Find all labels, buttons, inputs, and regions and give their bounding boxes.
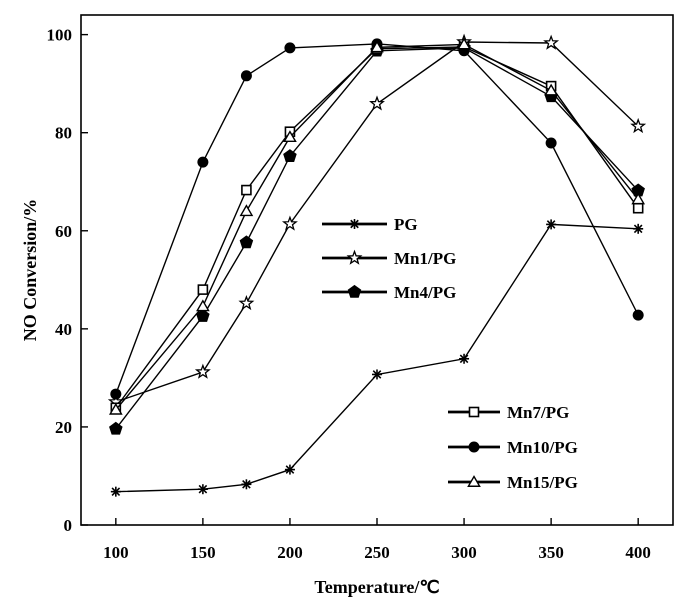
legend-marker-mn15-pg <box>467 475 481 487</box>
series-line-mn7-pg <box>115 46 639 409</box>
legend: PG Mn1/PG Mn4/PG Mn7/PG Mn10/PG Mn15/PG <box>322 215 578 492</box>
data-point-pg <box>197 484 208 495</box>
data-point-mn15-pg <box>239 204 254 217</box>
legend-label-mn10-pg: Mn10/PG <box>507 438 578 457</box>
legend-label-mn4-pg: Mn4/PG <box>394 283 456 302</box>
legend-item-mn7-pg: Mn7/PG <box>448 403 569 422</box>
x-tick-label: 100 <box>103 543 129 562</box>
x-tick-label: 400 <box>625 543 651 562</box>
data-point-mn4-pg <box>109 421 123 435</box>
y-tick-label: 80 <box>55 124 72 143</box>
data-point-mn1-pg <box>543 34 560 50</box>
data-point-pg <box>284 464 295 475</box>
data-point-pg <box>372 369 382 380</box>
data-point-mn10-pg <box>545 137 557 149</box>
x-tick-label: 200 <box>277 543 303 562</box>
data-point-mn1-pg <box>281 215 298 231</box>
legend-marker-pg <box>349 219 360 229</box>
data-point-mn10-pg <box>632 309 644 321</box>
data-point-mn15-pg <box>108 402 123 415</box>
data-point-pg <box>633 223 644 234</box>
legend-item-mn1-pg: Mn1/PG <box>322 249 456 268</box>
legend-item-mn10-pg: Mn10/PG <box>448 438 578 457</box>
data-point-pg <box>459 353 470 364</box>
data-point-mn1-pg <box>238 294 255 311</box>
data-point-mn15-pg <box>283 130 297 143</box>
legend-marker-mn1-pg <box>346 249 363 265</box>
data-point-mn15-pg <box>457 37 471 50</box>
legend-item-mn4-pg: Mn4/PG <box>322 283 456 302</box>
data-point-mn10-pg <box>197 156 209 168</box>
x-axis-label: Temperature/℃ <box>314 577 439 597</box>
data-point-mn15-pg <box>631 192 646 205</box>
legend-marker-mn10-pg <box>468 441 480 453</box>
data-point-mn7-pg <box>632 202 644 214</box>
data-point-mn15-pg <box>370 40 384 53</box>
series-pg <box>110 219 644 497</box>
data-point-mn10-pg <box>284 42 296 54</box>
legend-label-mn15-pg: Mn15/PG <box>507 473 578 492</box>
y-tick-label: 40 <box>55 320 72 339</box>
y-tick-label: 60 <box>55 222 72 241</box>
data-point-mn1-pg <box>194 363 211 379</box>
series-line-mn1-pg <box>115 41 639 403</box>
x-tick-label: 250 <box>364 543 390 562</box>
data-point-mn7-pg <box>241 184 252 196</box>
plot-frame <box>80 14 674 526</box>
data-point-pg <box>110 486 121 497</box>
y-tick-label: 0 <box>64 516 73 535</box>
series-line-pg <box>115 223 639 493</box>
y-axis-label: NO Conversion/% <box>20 199 40 342</box>
series-line-mn4-pg <box>115 47 639 430</box>
legend-item-mn15-pg: Mn15/PG <box>448 473 578 492</box>
data-point-mn1-pg <box>630 117 647 134</box>
x-tick-label: 150 <box>190 543 216 562</box>
data-point-mn10-pg <box>240 70 252 82</box>
legend-marker-mn4-pg <box>347 284 362 298</box>
series-line-mn10-pg <box>115 43 639 395</box>
series-layer <box>107 33 647 497</box>
x-tick-label: 300 <box>451 543 477 562</box>
y-tick-label: 100 <box>47 26 73 45</box>
data-point-mn15-pg <box>196 299 210 312</box>
legend-item-pg: PG <box>322 215 418 234</box>
data-point-mn10-pg <box>110 388 122 400</box>
series-mn1-pg <box>107 33 647 409</box>
series-mn10-pg <box>110 38 644 400</box>
axis-ticks: 100 150 200 250 300 350 400 0 20 40 60 80 100 <box>47 26 651 562</box>
legend-label-mn7-pg: Mn7/PG <box>507 403 569 422</box>
legend-label-mn1-pg: Mn1/PG <box>394 249 456 268</box>
legend-marker-mn7-pg <box>468 406 480 418</box>
data-point-mn4-pg <box>283 149 297 162</box>
series-line-mn15-pg <box>115 43 639 411</box>
y-tick-label: 20 <box>55 418 72 437</box>
x-tick-label: 350 <box>538 543 564 562</box>
data-point-pg <box>546 219 557 230</box>
legend-label-pg: PG <box>394 215 418 234</box>
series-mn15-pg <box>108 37 646 415</box>
data-point-mn15-pg <box>544 83 558 96</box>
data-point-pg <box>241 479 252 490</box>
data-point-mn7-pg <box>197 284 209 295</box>
data-point-mn1-pg <box>369 95 385 111</box>
data-point-mn4-pg <box>239 235 254 249</box>
